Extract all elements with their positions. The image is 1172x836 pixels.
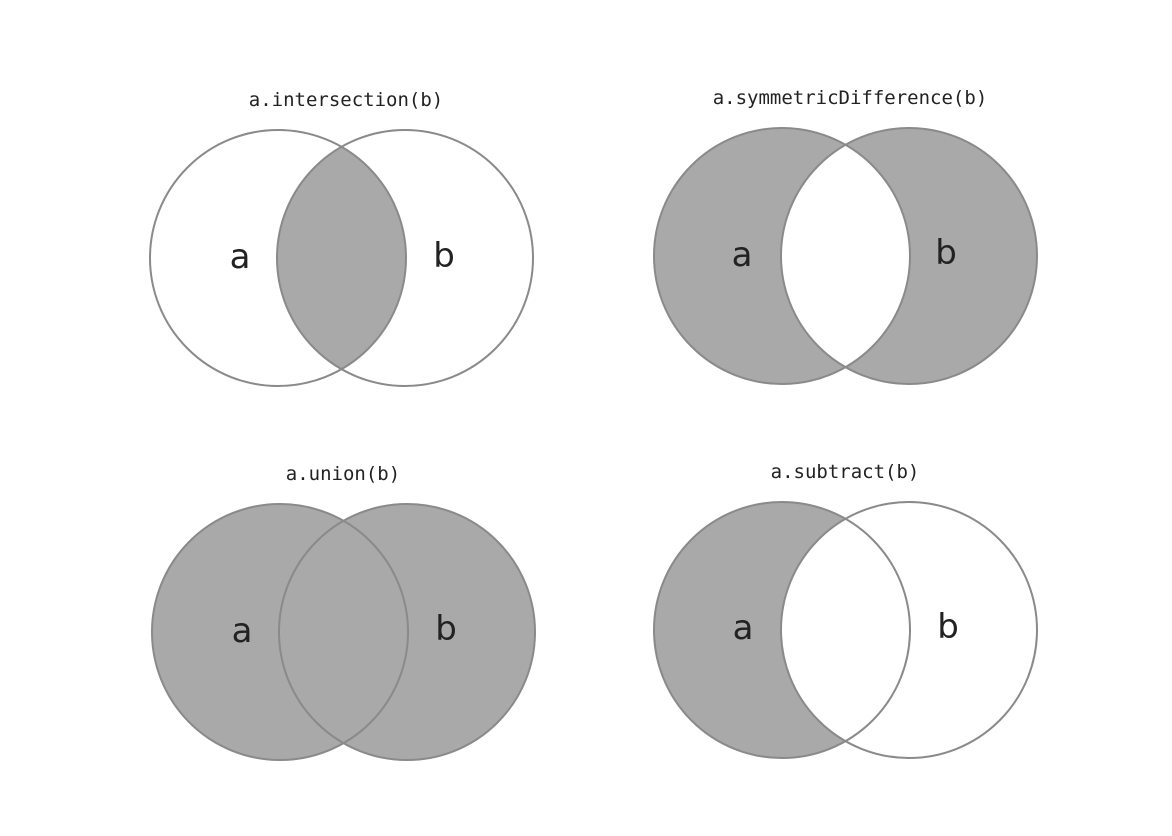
circle-a (653, 127, 911, 385)
panel-subtract: a.subtract(b) a b (653, 461, 1038, 759)
circle-a (151, 503, 409, 761)
panel-title: a.subtract(b) (771, 461, 920, 483)
panel-title: a.intersection(b) (249, 89, 443, 111)
panel-title: a.symmetricDifference(b) (713, 87, 988, 109)
label-b: b (935, 233, 957, 273)
label-a: a (232, 611, 253, 651)
panel-intersection: a.intersection(b) a b (149, 89, 534, 387)
circle-a (653, 501, 911, 759)
circle-b (780, 501, 1038, 759)
circle-b (276, 129, 534, 387)
label-a: a (230, 237, 251, 277)
label-b: b (433, 236, 455, 276)
circle-a (149, 129, 407, 387)
label-a: a (732, 235, 753, 275)
circle-b (278, 503, 536, 761)
circle-b (780, 127, 1038, 385)
panel-symmetric-difference: a.symmetricDifference(b) a b (653, 87, 1038, 385)
label-b: b (937, 607, 959, 647)
panel-union: a.union(b) a b (151, 463, 536, 761)
label-a: a (733, 608, 754, 648)
label-b: b (435, 609, 457, 649)
panel-title: a.union(b) (286, 463, 400, 485)
